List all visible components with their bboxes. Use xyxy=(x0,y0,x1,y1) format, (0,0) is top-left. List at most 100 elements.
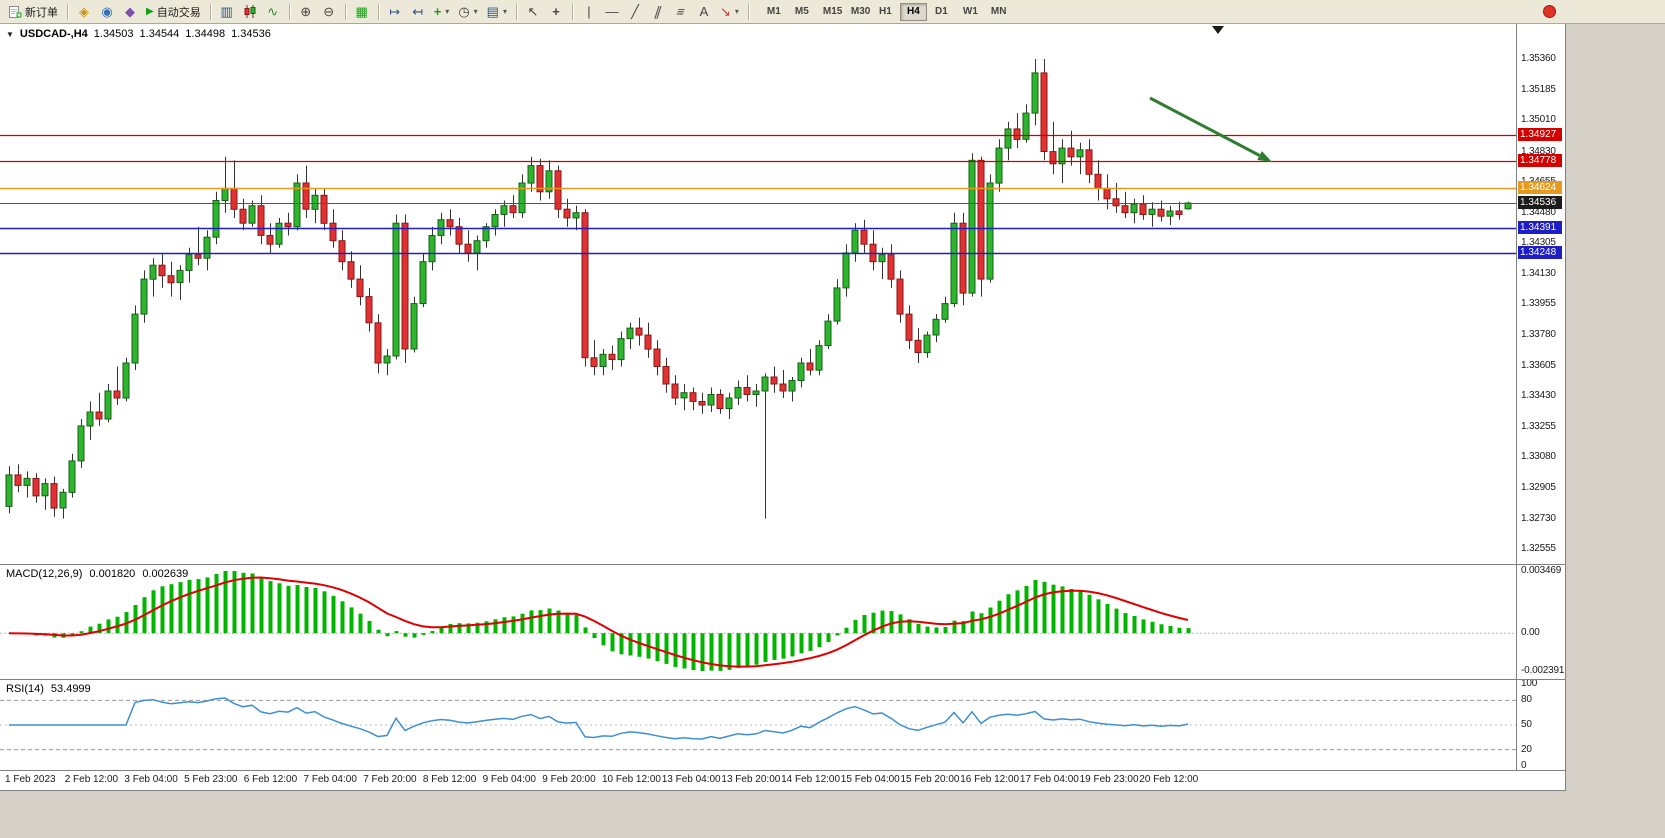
main-chart-canvas[interactable] xyxy=(0,24,1516,564)
timeframe-button-h1[interactable]: H1 xyxy=(872,3,899,21)
price-tick-label: 1.34305 xyxy=(1521,237,1556,249)
bull-candle xyxy=(437,219,445,236)
text-tool-button[interactable]: A xyxy=(693,2,715,22)
periods-button[interactable]: ◷ ▾ xyxy=(454,2,481,22)
time-axis[interactable]: 1 Feb 2023 2 Feb 12:00 3 Feb 04:00 5 Feb 23… xyxy=(0,771,1516,789)
bear-candle xyxy=(698,401,706,406)
bear-candle xyxy=(1040,72,1048,152)
channel-tool-button[interactable]: ∥ xyxy=(647,2,669,22)
collapse-icon[interactable]: ▼ xyxy=(6,29,14,39)
bear-candle xyxy=(347,261,355,280)
new-order-label: 新订单 xyxy=(25,6,58,19)
toolbar-separator xyxy=(67,3,68,20)
fibonacci-tool-button[interactable]: ≡ xyxy=(670,2,692,22)
bull-candle xyxy=(923,334,931,354)
indicators-button[interactable]: + ▾ xyxy=(430,2,454,22)
bear-candle xyxy=(1094,173,1102,189)
bear-candle xyxy=(1139,203,1147,215)
text-tool-icon: A xyxy=(699,4,709,19)
bear-candle xyxy=(743,387,751,395)
bear-candle xyxy=(905,313,913,341)
toolbar-separator xyxy=(515,3,517,20)
alert-icon[interactable] xyxy=(1543,5,1556,18)
ohlc-low: 1.34498 xyxy=(185,28,226,40)
bull-candle xyxy=(149,264,157,280)
rsi-canvas[interactable] xyxy=(0,680,1516,770)
bear-candle xyxy=(446,219,454,228)
price-tick-label: 1.34130 xyxy=(1521,267,1556,279)
window-edge xyxy=(1565,24,1566,790)
templates-button[interactable]: ▤ ▾ xyxy=(483,2,511,22)
timeframe-button-m5[interactable]: M5 xyxy=(788,3,815,21)
bear-candle xyxy=(356,278,364,298)
cursor-icon: ↖ xyxy=(527,4,539,19)
bear-candle xyxy=(536,165,544,193)
horizontal-levels-layer xyxy=(0,134,1516,255)
arrows-tool-button[interactable]: ↘ ▾ xyxy=(716,2,743,22)
bear-candle xyxy=(806,362,814,371)
timeframe-button-m15[interactable]: M15 xyxy=(816,3,843,21)
auto-scroll-button[interactable]: ↦ xyxy=(384,2,406,22)
line-chart-button[interactable]: ∿ xyxy=(262,2,284,22)
line-chart-icon: ∿ xyxy=(267,4,279,19)
price-level-badge: 1.34536 xyxy=(1518,195,1562,209)
crosshair-tool-button[interactable]: + xyxy=(545,2,567,22)
chart-shift-button[interactable]: ↤ xyxy=(407,2,429,22)
time-axis-label: 8 Feb 12:00 xyxy=(422,774,477,785)
auto-trading-button[interactable]: ▶ 自动交易 xyxy=(142,2,205,22)
alerts-button[interactable]: ◈ xyxy=(73,2,95,22)
bull-candle xyxy=(761,376,769,392)
macd-canvas[interactable] xyxy=(0,565,1516,679)
timeframe-button-mn[interactable]: MN xyxy=(984,3,1011,21)
bull-candle xyxy=(878,254,886,263)
bull-candle xyxy=(1031,72,1039,114)
tile-windows-button[interactable]: ▦ xyxy=(351,2,373,22)
chart-header: ▼ USDCAD-,H4 1.34503 1.34544 1.34498 1.3… xyxy=(6,28,271,40)
time-axis-label: 7 Feb 20:00 xyxy=(363,774,417,785)
bear-candle xyxy=(401,222,409,350)
candlestick-chart-button[interactable] xyxy=(239,2,261,22)
bull-candle xyxy=(1148,208,1156,215)
timeframe-button-d1[interactable]: D1 xyxy=(928,3,955,21)
cursor-tool-button[interactable]: ↖ xyxy=(522,2,544,22)
bear-candle xyxy=(365,296,373,324)
zoom-out-button[interactable]: ⊖ xyxy=(318,2,340,22)
zoom-in-button[interactable]: ⊕ xyxy=(295,2,317,22)
bear-candle xyxy=(158,264,166,277)
bull-candle xyxy=(572,212,580,219)
timeframe-button-h4[interactable]: H4 xyxy=(899,2,927,21)
price-tick-label: 1.33430 xyxy=(1521,390,1556,402)
timeframe-button-w1[interactable]: W1 xyxy=(956,3,983,21)
bear-candle xyxy=(662,366,670,385)
market-watch-button[interactable]: ◉ xyxy=(96,2,118,22)
bull-candle xyxy=(59,491,67,509)
bear-candle xyxy=(896,278,904,315)
bull-candle xyxy=(428,235,436,263)
trendline-icon: ╱ xyxy=(631,4,639,19)
timeframe-button-m1[interactable]: M1 xyxy=(760,3,787,21)
bull-candle xyxy=(626,327,634,340)
bear-candle xyxy=(257,205,265,236)
timeframe-button-m30[interactable]: M30 xyxy=(844,3,871,21)
price-axis[interactable]: 1.353601.351851.350101.348301.346551.344… xyxy=(1516,24,1565,771)
bull-candle xyxy=(824,320,832,347)
trend-arrow-head xyxy=(1257,151,1272,162)
vertical-line-tool-button[interactable]: | xyxy=(578,2,600,22)
metaeditor-button[interactable]: ◆ xyxy=(119,2,141,22)
bar-chart-button[interactable]: ▥ xyxy=(216,2,238,22)
bear-candle xyxy=(635,327,643,336)
price-tick-label: 1.33080 xyxy=(1521,451,1556,463)
crosshair-icon: + xyxy=(552,4,560,19)
bull-candle xyxy=(77,425,85,462)
window-edge xyxy=(0,790,1566,791)
time-axis-label: 15 Feb 04:00 xyxy=(840,774,900,785)
trendline-tool-button[interactable]: ╱ xyxy=(624,2,646,22)
new-order-button[interactable]: 新订单 xyxy=(4,2,62,22)
time-axis-label: 19 Feb 23:00 xyxy=(1079,774,1139,785)
horizontal-line-tool-button[interactable]: — xyxy=(601,2,623,22)
bear-candle xyxy=(113,390,121,399)
bull-candle xyxy=(293,182,301,228)
tile-windows-icon: ▦ xyxy=(355,4,368,19)
bear-candle xyxy=(914,339,922,353)
bull-candle xyxy=(1130,203,1138,214)
